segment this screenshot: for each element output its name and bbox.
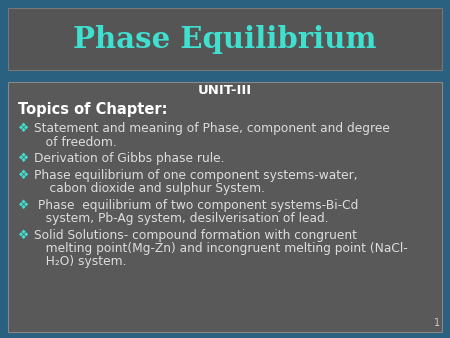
- Bar: [8, 8, 442, 70]
- Text: Derivation of Gibbs phase rule.: Derivation of Gibbs phase rule.: [34, 152, 225, 165]
- Text: ❖: ❖: [18, 198, 29, 212]
- Text: system, Pb-Ag system, desilverisation of lead.: system, Pb-Ag system, desilverisation of…: [34, 212, 328, 225]
- Text: H₂O) system.: H₂O) system.: [34, 256, 126, 268]
- Text: UNIT-III: UNIT-III: [198, 84, 252, 97]
- Text: 1: 1: [434, 318, 440, 328]
- Text: Topics of Chapter:: Topics of Chapter:: [18, 102, 167, 117]
- Text: Phase  equilibrium of two component systems-Bi-Cd: Phase equilibrium of two component syste…: [34, 198, 358, 212]
- Text: of freedom.: of freedom.: [34, 136, 117, 148]
- Text: ❖: ❖: [18, 122, 29, 135]
- Text: ❖: ❖: [18, 152, 29, 165]
- Text: cabon dioxide and sulphur System.: cabon dioxide and sulphur System.: [34, 182, 265, 195]
- Text: Phase Equilibrium: Phase Equilibrium: [73, 24, 377, 53]
- Bar: [8, 82, 442, 332]
- Text: Statement and meaning of Phase, component and degree: Statement and meaning of Phase, componen…: [34, 122, 390, 135]
- Text: Solid Solutions- compound formation with congruent: Solid Solutions- compound formation with…: [34, 228, 357, 241]
- Text: ❖: ❖: [18, 169, 29, 182]
- Text: Phase equilibrium of one component systems-water,: Phase equilibrium of one component syste…: [34, 169, 358, 182]
- Text: melting point(Mg-Zn) and incongruent melting point (NaCl-: melting point(Mg-Zn) and incongruent mel…: [34, 242, 408, 255]
- Text: ❖: ❖: [18, 228, 29, 241]
